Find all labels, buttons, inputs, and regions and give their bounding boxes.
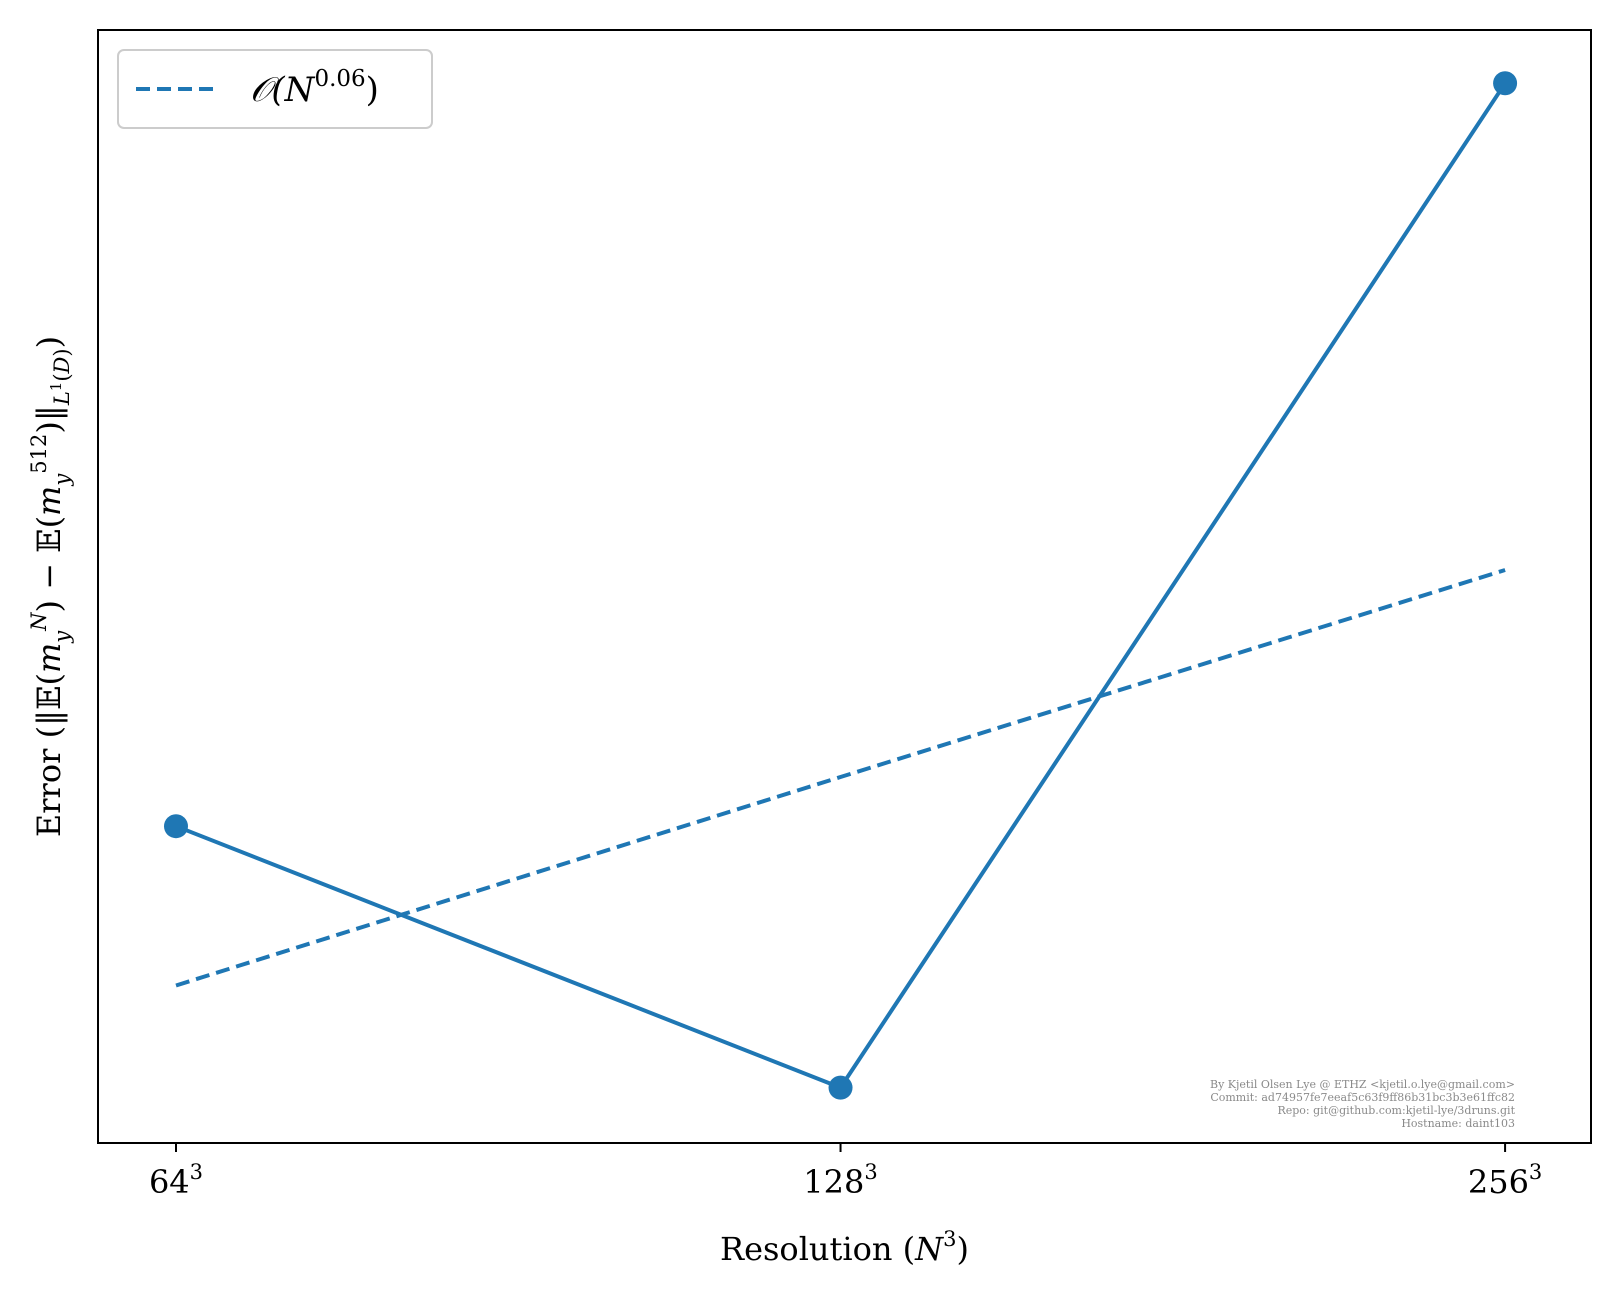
x-tick-label-2: 2563 <box>1468 1160 1542 1201</box>
x-axis: 643 1283 2563 <box>149 1143 1542 1201</box>
legend-box <box>117 49 433 129</box>
legend: 𝒪(N0.06) <box>117 49 433 129</box>
series-0-point-1 <box>828 1075 853 1100</box>
credit-line-2: Repo: git@github.com:kjetil-lye/3druns.g… <box>1277 1104 1515 1117</box>
credit-line-3: Hostname: daint103 <box>1401 1117 1515 1130</box>
x-tick-label-1: 1283 <box>803 1160 877 1201</box>
credits-watermark: By Kjetil Olsen Lye @ ETHZ <kjetil.o.lye… <box>1210 1078 1516 1130</box>
x-axis-title: Resolution (N3) <box>720 1227 969 1268</box>
series-0-point-2 <box>1493 71 1518 96</box>
credit-line-1: Commit: ad74957fe7eeaf5c63f9ff86b31bc3b3… <box>1210 1091 1515 1104</box>
x-tick-label-0: 643 <box>149 1160 203 1201</box>
series-1-line <box>175 568 1506 988</box>
series-0-point-0 <box>163 814 188 839</box>
credit-line-0: By Kjetil Olsen Lye @ ETHZ <kjetil.o.lye… <box>1210 1078 1515 1091</box>
axes-frame <box>97 29 1592 1144</box>
legend-label-order: 𝒪(N0.06) <box>250 66 379 110</box>
plot-area <box>163 71 1518 1100</box>
y-axis-title: Error (‖𝔼(myN) − 𝔼(my512)‖L1(D)) <box>27 336 74 837</box>
